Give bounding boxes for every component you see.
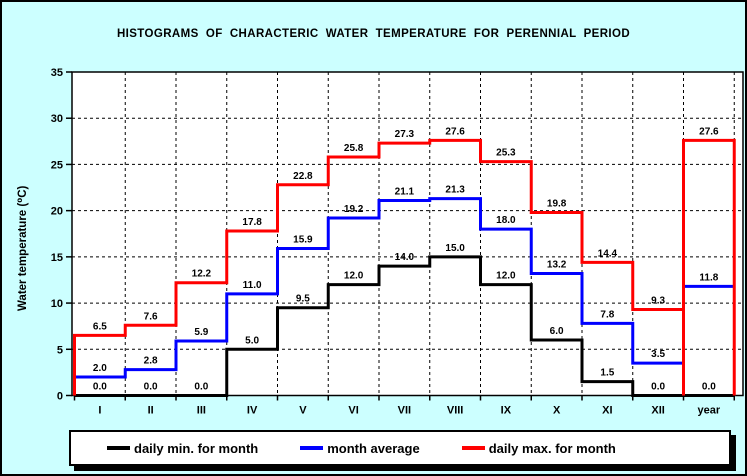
value-label: 15.9 — [293, 235, 313, 246]
value-label: 14.4 — [598, 248, 618, 259]
x-category-label: V — [299, 405, 307, 417]
x-category-label: IX — [501, 405, 512, 417]
value-label: 13.2 — [547, 259, 567, 270]
value-label: 19.2 — [344, 204, 364, 215]
value-label: 25.3 — [496, 148, 516, 159]
y-tick-label: 5 — [57, 344, 63, 356]
x-category-label: III — [197, 405, 206, 417]
value-label: 19.8 — [547, 198, 567, 209]
value-label: 27.6 — [699, 126, 719, 137]
value-label: 15.0 — [445, 243, 465, 254]
y-tick-label: 10 — [51, 298, 63, 310]
value-label: 0.0 — [194, 382, 208, 393]
y-tick-label: 25 — [51, 159, 63, 171]
value-label: 5.0 — [245, 335, 259, 346]
value-label: 25.8 — [344, 143, 364, 154]
value-label: 18.0 — [496, 215, 516, 226]
legend-label-month-average: month average — [327, 440, 420, 456]
plot-border — [71, 71, 744, 397]
value-label: 5.9 — [194, 327, 208, 338]
value-label: 2.8 — [144, 356, 158, 367]
series-month-average-line — [74, 197, 735, 396]
value-label: 11.0 — [243, 280, 262, 291]
value-label: 2.0 — [93, 363, 107, 374]
y-tick-label: 15 — [51, 252, 63, 264]
y-tick-label: 30 — [51, 113, 63, 125]
x-category-label: XII — [651, 405, 664, 417]
value-label: 22.8 — [293, 171, 313, 182]
legend-line-daily-min-icon — [107, 446, 130, 450]
value-label: 7.8 — [600, 309, 614, 320]
value-label: 6.5 — [93, 321, 107, 332]
x-category-label: VIII — [447, 405, 464, 417]
legend-line-month-average-icon — [300, 446, 324, 450]
x-category-label: VII — [398, 405, 411, 417]
legend: daily min. for month month average daily… — [69, 430, 731, 466]
legend-line-daily-max-icon — [461, 446, 485, 450]
value-label: 27.3 — [395, 129, 415, 140]
series-daily-max-for-month-line — [73, 138, 736, 396]
value-label: 27.6 — [445, 126, 465, 137]
x-category-label: XI — [602, 405, 612, 417]
value-label: 11.8 — [699, 272, 718, 283]
value-label: 14.0 — [395, 252, 415, 263]
x-category-label: VI — [348, 405, 358, 417]
value-label: 6.0 — [550, 326, 564, 337]
chart-title: HISTOGRAMS OF CHARACTERIC WATER TEMPERAT… — [116, 28, 631, 40]
x-category-label: I — [98, 405, 101, 417]
y-tick-label: 35 — [51, 67, 63, 79]
value-label: 12.0 — [344, 271, 364, 282]
value-label: 12.2 — [192, 269, 212, 280]
legend-label-daily-max: daily max. for month — [488, 440, 616, 456]
value-label: 9.3 — [651, 296, 665, 307]
value-label: 12.0 — [496, 271, 516, 282]
plot-area — [72, 72, 743, 396]
value-label: 3.5 — [651, 349, 665, 360]
x-category-label: II — [148, 405, 154, 417]
y-tick-label: 20 — [51, 206, 63, 218]
legend-item-daily-max: daily max. for month — [461, 440, 616, 456]
value-label: 17.8 — [242, 217, 262, 228]
value-label: 21.3 — [445, 185, 465, 196]
x-category-label: year — [698, 405, 721, 417]
legend-item-daily-min: daily min. for month — [107, 441, 258, 456]
value-label: 0.0 — [651, 382, 665, 393]
legend-item-month-average: month average — [300, 440, 420, 456]
legend-label-daily-min: daily min. for month — [134, 440, 259, 456]
x-category-label: X — [553, 405, 561, 417]
value-label: 7.6 — [144, 311, 158, 322]
x-category-label: IV — [247, 405, 258, 417]
value-label: 0.0 — [93, 382, 107, 393]
series-daily-min-for-month-line — [74, 255, 735, 397]
value-label: 21.1 — [395, 186, 415, 197]
value-label: 0.0 — [144, 382, 158, 393]
value-label: 0.0 — [702, 382, 716, 393]
value-label: 1.5 — [600, 368, 614, 379]
y-tick-label: 0 — [57, 391, 63, 403]
value-label: 9.5 — [296, 294, 310, 305]
y-axis-title: Water temperature (⁰C) — [17, 185, 29, 311]
